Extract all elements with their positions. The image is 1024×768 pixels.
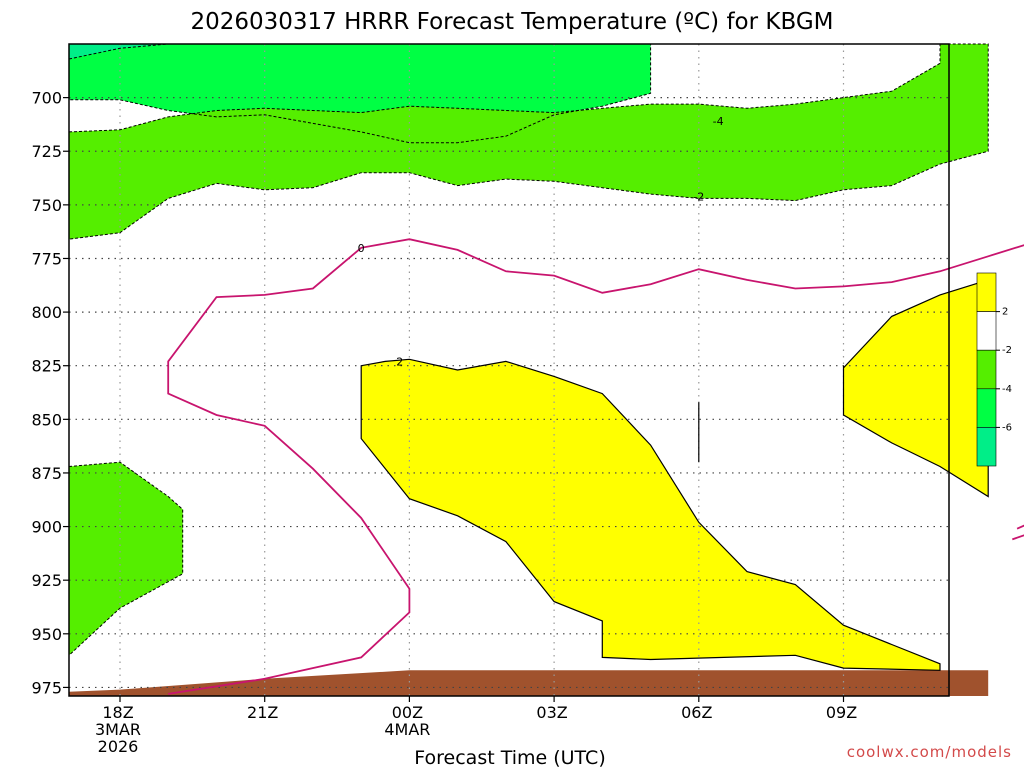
x-tick-label: 18Z	[102, 703, 133, 722]
x-tick-label: 00Z	[392, 703, 423, 722]
contour-value-labels: -4 -2 0 2	[358, 115, 724, 368]
fill-region-below-m6	[69, 44, 169, 59]
y-tick-label: 700	[31, 89, 62, 108]
y-tick-label: 725	[31, 142, 62, 161]
solid-contour-yellow_right	[842, 279, 989, 498]
dashed-contour-green_mid	[68, 43, 989, 240]
dashed-contour-green_surface_left	[68, 461, 184, 656]
x-tick-label: 21Z	[247, 703, 278, 722]
site-credit: coolwx.com/models	[847, 743, 1012, 761]
freezing-line-1	[1012, 524, 1024, 541]
contour-label: 0	[358, 242, 365, 255]
y-tick-label: 850	[31, 410, 62, 429]
plot-frame	[68, 43, 950, 697]
legend-swatch	[976, 388, 997, 428]
x-tick-label: 09Z	[826, 703, 857, 722]
y-tick-label: 950	[31, 625, 62, 644]
y-tick-label: 825	[31, 357, 62, 376]
legend-label: 2	[1002, 307, 1008, 318]
dashed-contour-green_light_upper	[68, 43, 652, 144]
y-tick-label: 775	[31, 249, 62, 268]
temperature-fill-regions	[69, 44, 989, 696]
ground-terrain	[69, 670, 989, 696]
contour-label: -2	[693, 190, 704, 203]
legend-label: -4	[1002, 384, 1012, 395]
y-tick-label: 900	[31, 518, 62, 537]
contour-label: -4	[713, 115, 724, 128]
chart-title: 2026030317 HRRR Forecast Temperature (ºC…	[190, 9, 833, 35]
y-tick-label: 875	[31, 464, 62, 483]
x-tick-label: 03Z	[536, 703, 567, 722]
x-axis-title: Forecast Time (UTC)	[414, 747, 605, 768]
color-legend: 2 -2 -4 -6	[976, 272, 1012, 467]
fill-region-m2-m4-surface	[69, 462, 183, 656]
fill-region-m2-m4	[69, 44, 989, 240]
solid-contour-yellow_center	[360, 358, 941, 671]
legend-swatch	[976, 349, 997, 390]
y-tick-label: 750	[31, 196, 62, 215]
x-tick-label: 4MAR	[384, 720, 430, 739]
legend-swatch	[976, 427, 997, 467]
legend-swatch	[976, 272, 997, 312]
freezing-line-0	[167, 238, 1024, 695]
legend-swatch	[976, 311, 997, 351]
x-tick-label: 3MAR	[95, 720, 141, 739]
fill-region-0-2-center	[361, 359, 940, 671]
y-axis-ticks: 700 725 750 775 800 825 850 875 900 925 950 975	[31, 89, 69, 697]
legend-label: -2	[1002, 345, 1012, 356]
contour-lines	[68, 43, 1024, 695]
y-tick-label: 975	[31, 678, 62, 697]
contour-label: 2	[396, 355, 403, 368]
x-tick-label: 06Z	[681, 703, 712, 722]
y-tick-label: 800	[31, 303, 62, 322]
y-tick-label: 925	[31, 571, 62, 590]
fill-region-0-2-right	[843, 279, 989, 497]
x-tick-label: 2026	[98, 737, 139, 756]
legend-label: -6	[1002, 422, 1012, 433]
